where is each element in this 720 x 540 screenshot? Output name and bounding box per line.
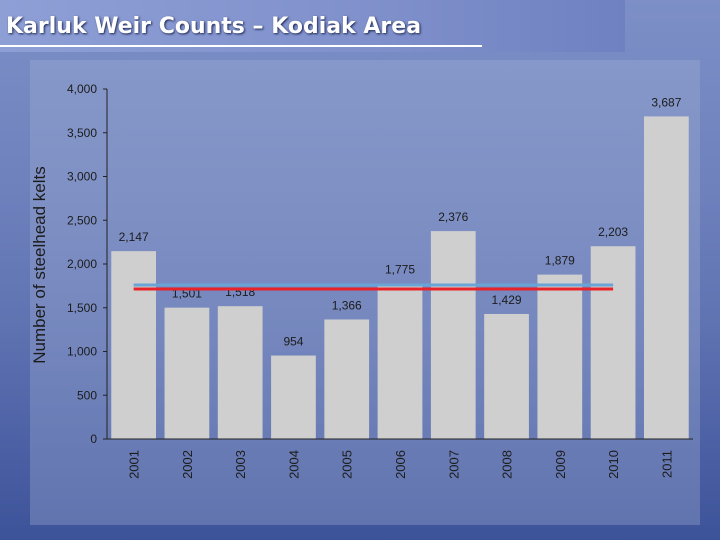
bar-2006 [377, 283, 423, 439]
x-tick-label: 2006 [393, 450, 408, 479]
bar-2011 [643, 116, 689, 439]
bar-2010 [590, 246, 636, 439]
bar-value-label: 2,203 [598, 225, 628, 239]
bar-value-label: 2,147 [119, 230, 149, 244]
bar-2004 [271, 355, 316, 439]
x-tick-label: 2002 [180, 450, 195, 479]
title-band [0, 0, 625, 52]
x-tick-label: 2011 [659, 450, 674, 478]
bar-2009 [537, 274, 583, 439]
bar-2003 [217, 306, 263, 439]
bar-value-label: 1,366 [332, 298, 362, 312]
y-tick-label: 1,500 [67, 301, 97, 315]
x-tick-label: 2001 [127, 450, 142, 479]
x-tick-label: 2008 [500, 450, 515, 479]
x-tick-label: 2009 [553, 450, 568, 479]
bar-2007 [430, 231, 476, 439]
x-tick-label: 2005 [340, 450, 355, 479]
x-tick-label: 2007 [446, 450, 461, 479]
bar-value-label: 2,376 [438, 210, 468, 224]
y-tick-label: 4,000 [67, 82, 97, 96]
bar-value-label: 1,429 [492, 293, 522, 307]
bar-2001 [111, 251, 157, 439]
y-tick-label: 3,500 [67, 126, 97, 140]
x-tick-label: 2010 [606, 450, 621, 479]
y-tick-label: 2,500 [67, 213, 97, 227]
y-tick-label: 2,000 [67, 257, 97, 271]
bar-value-label: 954 [283, 335, 303, 349]
y-tick-label: 500 [77, 388, 97, 402]
x-tick-label: 2004 [286, 450, 301, 479]
y-tick-label: 0 [90, 432, 97, 446]
bar-value-label: 3,687 [651, 95, 681, 109]
bar-2002 [164, 307, 210, 439]
bar-value-label: 1,879 [545, 254, 575, 268]
y-tick-label: 1,000 [67, 345, 97, 359]
title-underline [0, 45, 482, 47]
slide-title: Karluk Weir Counts – Kodiak Area [6, 14, 422, 39]
bar-2008 [484, 313, 529, 439]
x-tick-label: 2003 [233, 450, 248, 479]
bar-value-label: 1,518 [225, 285, 255, 299]
y-tick-label: 3,000 [67, 170, 97, 184]
bar-value-label: 1,775 [385, 263, 415, 277]
y-axis-title: Number of steelhead kelts [30, 166, 49, 364]
bar-2005 [324, 319, 370, 439]
